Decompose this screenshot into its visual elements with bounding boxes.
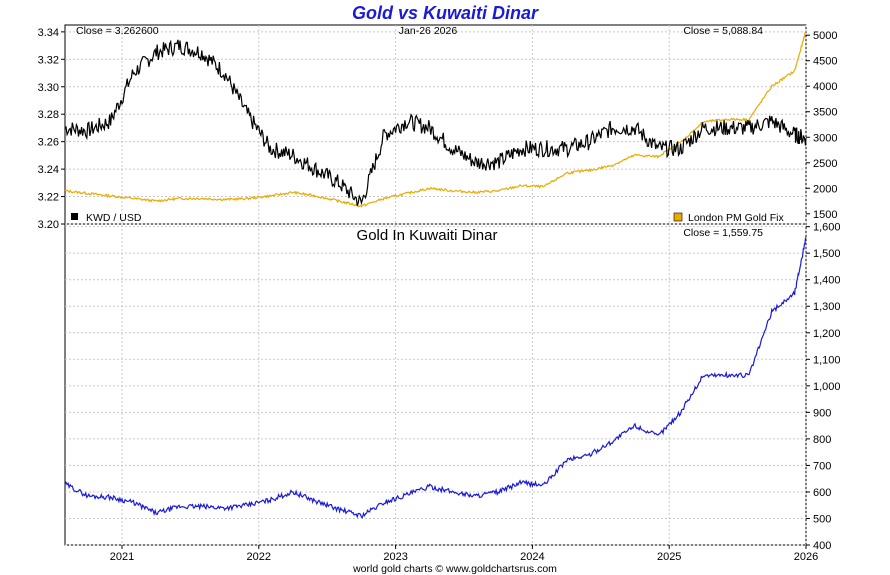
gold-legend-swatch <box>673 212 683 222</box>
right-close-label: Close = 5,088.84 <box>683 25 763 37</box>
x-tick-label-2026: 2026 <box>794 551 818 563</box>
x-tick-label-2024: 2024 <box>520 551 544 563</box>
date-label: Jan-26 2026 <box>399 25 458 37</box>
top-left-tick-label-3.22: 3.22 <box>38 192 59 204</box>
bottom-right-tick-label-1600: 1,600 <box>813 222 841 234</box>
bottom-right-tick-label-800: 800 <box>813 434 831 446</box>
top-left-tick-label-3.32: 3.32 <box>38 54 59 66</box>
top-left-tick-label-3.30: 3.30 <box>38 82 59 94</box>
x-tick-label-2022: 2022 <box>247 551 271 563</box>
grid <box>65 25 807 546</box>
gold-legend-label: London PM Gold Fix <box>688 212 784 224</box>
top-right-tick-label-4500: 4500 <box>813 56 837 68</box>
top-right-tick-label-4000: 4000 <box>813 81 837 93</box>
bottom-panel-title: Gold In Kuwaiti Dinar <box>357 227 498 244</box>
top-left-tick-label-3.28: 3.28 <box>38 109 59 121</box>
x-tick-label-2023: 2023 <box>383 551 407 563</box>
kwd-usd-series-line <box>64 39 807 207</box>
top-right-tick-label-2500: 2500 <box>813 158 837 170</box>
top-left-tick-label-3.20: 3.20 <box>38 219 59 231</box>
axes: 2021 2022 2023 2024 2025 2026 3.20 3.22 3.24 3.26… <box>38 27 841 563</box>
bottom-right-tick-label-1500: 1,500 <box>813 248 841 260</box>
kwd-legend-label: KWD / USD <box>86 212 142 224</box>
bottom-close-label: Close = 1,559.75 <box>683 227 763 239</box>
bottom-right-tick-label-700: 700 <box>813 460 831 472</box>
bottom-right-tick-label-900: 900 <box>813 407 831 419</box>
bottom-panel-frame <box>64 223 807 546</box>
bottom-right-tick-label-600: 600 <box>813 487 831 499</box>
gold-in-kwd-series-line <box>64 237 807 519</box>
top-left-tick-label-3.24: 3.24 <box>38 164 59 176</box>
left-close-label: Close = 3.262600 <box>76 25 159 37</box>
top-left-tick-label-3.26: 3.26 <box>38 137 59 149</box>
top-right-tick-label-5000: 5000 <box>813 30 837 42</box>
top-right-tick-label-3000: 3000 <box>813 132 837 144</box>
top-right-tick-label-1500: 1500 <box>813 209 837 221</box>
kwd-legend-swatch <box>71 213 78 220</box>
bottom-right-tick-label-1400: 1,400 <box>813 275 841 287</box>
chart-title: Gold vs Kuwaiti Dinar <box>352 3 539 23</box>
top-panel-frame <box>64 24 807 225</box>
bottom-right-tick-label-1200: 1,200 <box>813 328 841 340</box>
bottom-right-tick-label-500: 500 <box>813 513 831 525</box>
bottom-right-tick-label-1100: 1,100 <box>813 354 841 366</box>
top-left-tick-label-3.34: 3.34 <box>38 27 59 39</box>
top-right-tick-label-2000: 2000 <box>813 183 837 195</box>
bottom-right-tick-label-1000: 1,000 <box>813 381 841 393</box>
top-right-tick-label-3500: 3500 <box>813 107 837 119</box>
bottom-right-tick-label-1300: 1,300 <box>813 301 841 313</box>
x-tick-label-2025: 2025 <box>657 551 681 563</box>
x-tick-label-2021: 2021 <box>110 551 134 563</box>
gold-usd-series-line <box>64 30 807 208</box>
footer-credit: world gold charts © www.goldchartsrus.co… <box>352 563 557 575</box>
bottom-right-tick-label-400: 400 <box>813 540 831 552</box>
